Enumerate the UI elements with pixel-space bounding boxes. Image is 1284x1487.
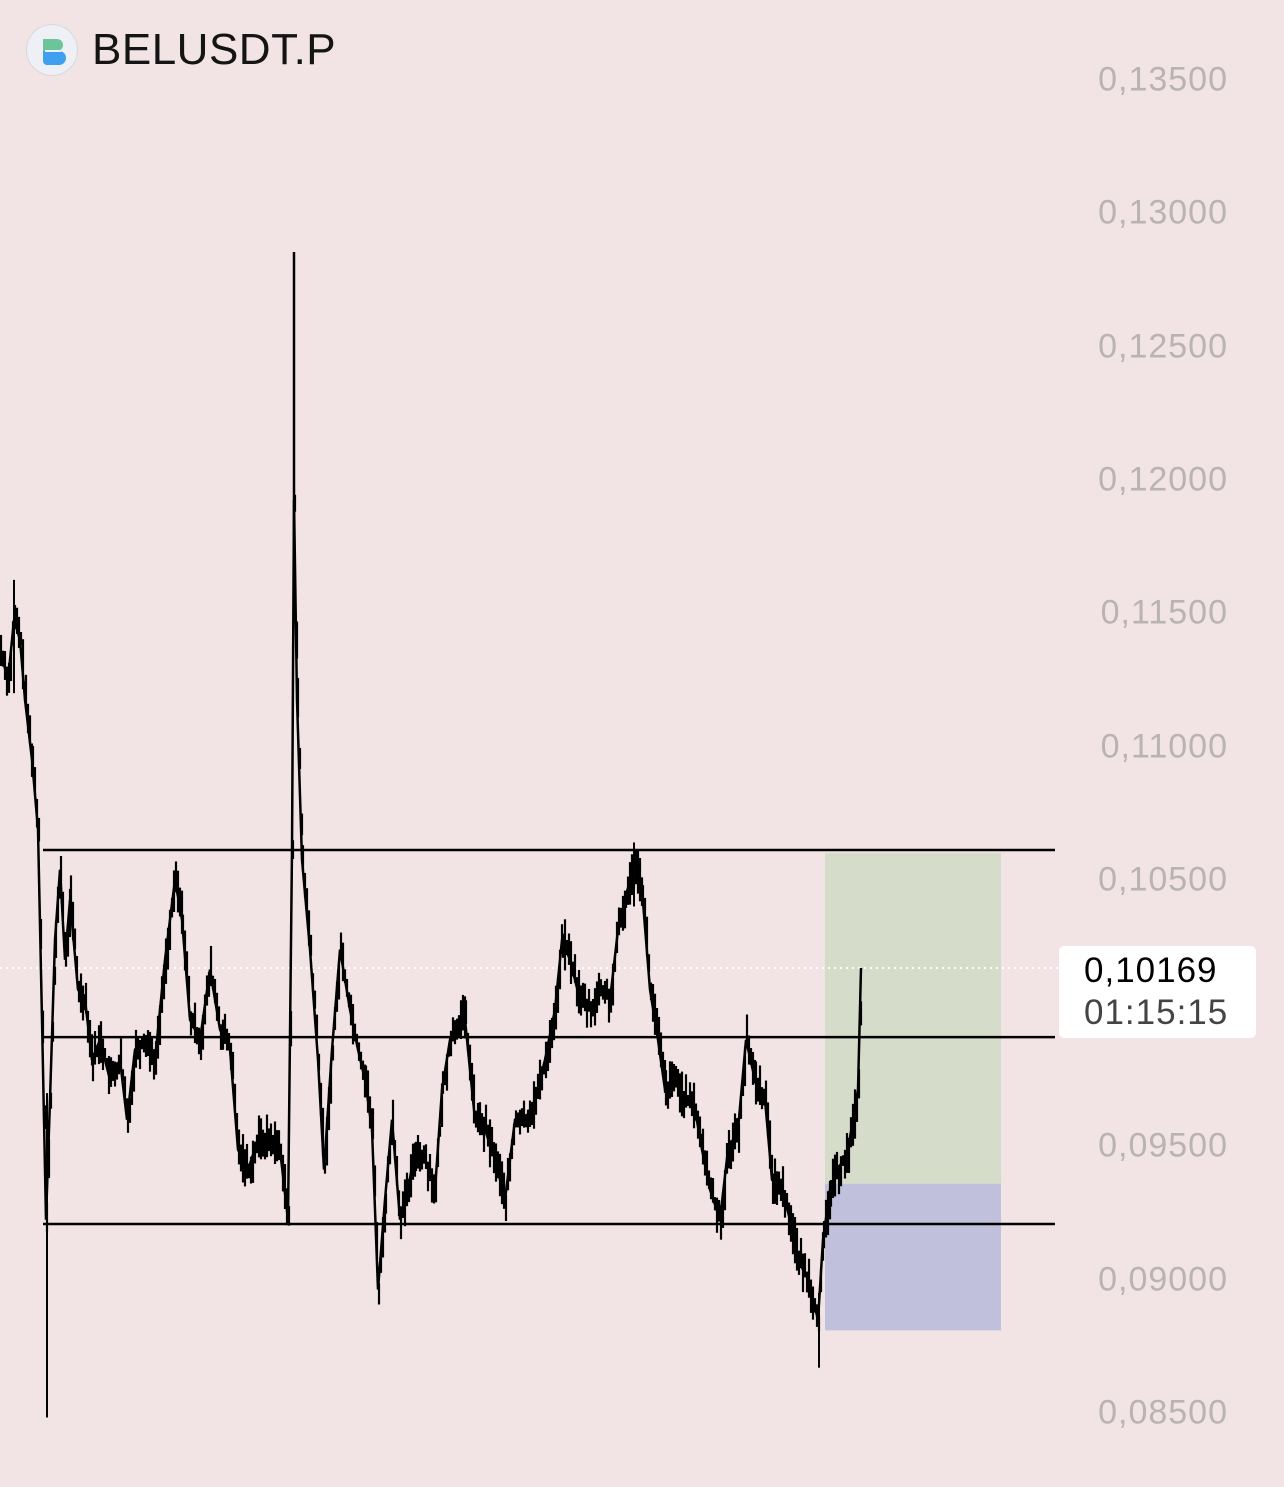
price-tick-label: 0,08500: [1098, 1393, 1228, 1432]
bella-protocol-logo-icon: [26, 24, 78, 76]
symbol-header[interactable]: BELUSDT.P: [26, 24, 336, 76]
price-tick-label: 0,11000: [1100, 727, 1228, 765]
price-tick-label: 0,12500: [1098, 327, 1228, 366]
price-tick-label: 0,09500: [1098, 1126, 1228, 1165]
price-line: [0, 499, 863, 1321]
symbol-title: BELUSDT.P: [92, 25, 337, 74]
price-tick-label: 0,13000: [1098, 193, 1228, 232]
stop-zone: [825, 1183, 1001, 1331]
candle-countdown: 01:15:15: [1084, 993, 1229, 1032]
price-tick-label: 0,09000: [1098, 1260, 1228, 1299]
price-tick-label: 0,13500: [1098, 60, 1228, 99]
price-tick-label: 0,11500: [1100, 593, 1228, 632]
price-tick-label: 0,10500: [1098, 860, 1228, 899]
price-tick-label: 0,12000: [1098, 460, 1228, 499]
last-price-label: 0,10169 01:15:15: [1059, 946, 1256, 1038]
last-price-value: 0,10169: [1084, 951, 1218, 990]
